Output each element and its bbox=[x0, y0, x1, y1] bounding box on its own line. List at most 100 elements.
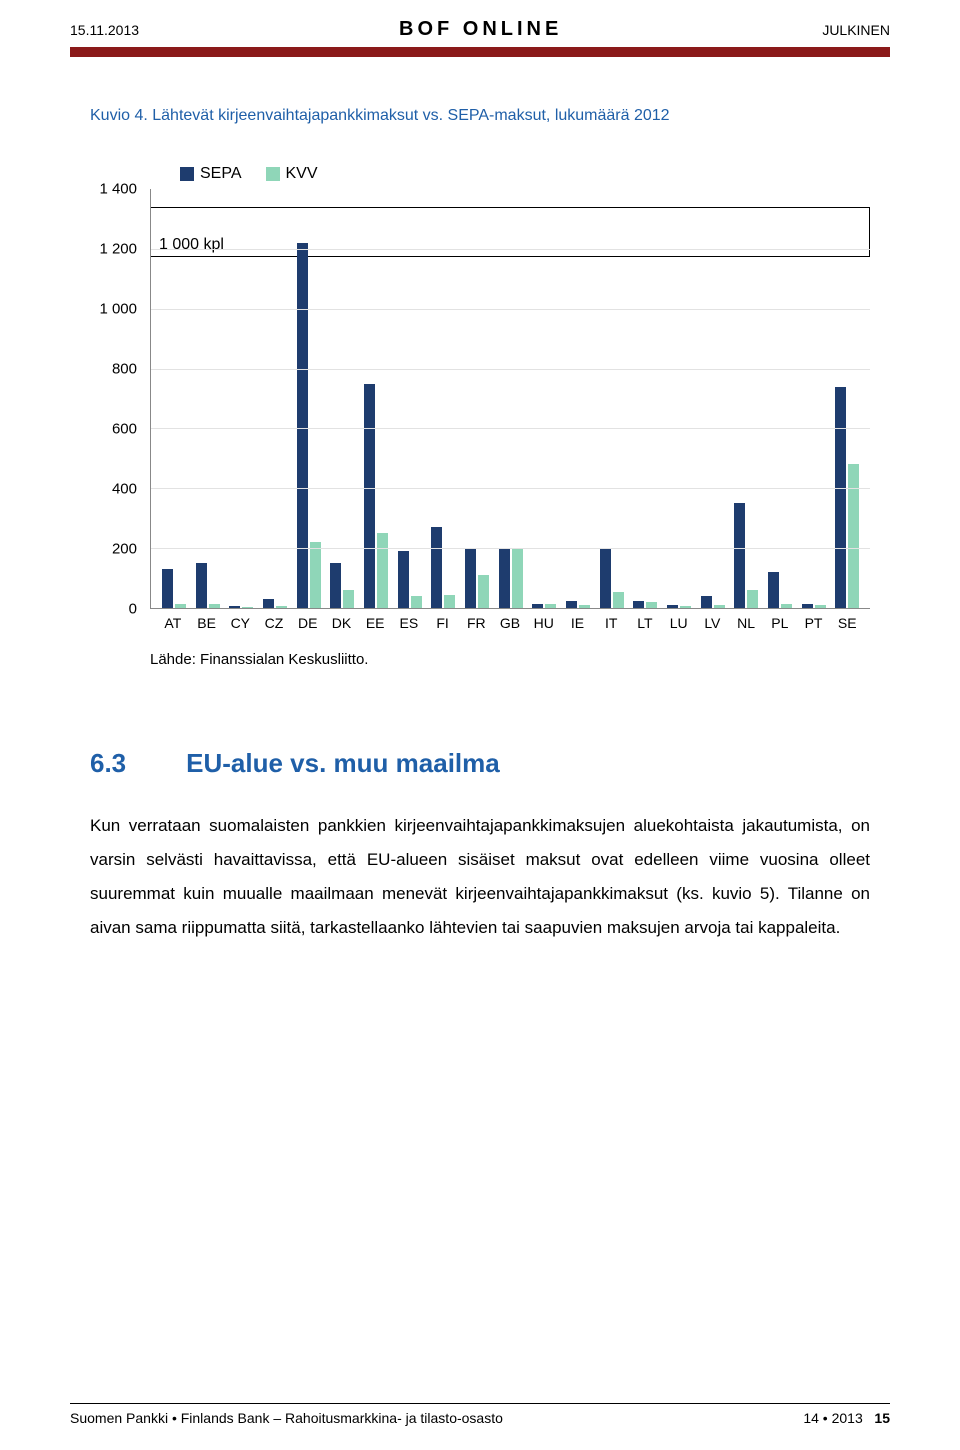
y-tick-label: 0 bbox=[129, 601, 137, 618]
bar-group bbox=[595, 189, 629, 608]
bar-sepa bbox=[229, 606, 240, 608]
header-rule bbox=[70, 47, 890, 57]
bar-group bbox=[325, 189, 359, 608]
section-number: 6.3 bbox=[90, 748, 126, 779]
legend-label-kvv: KVV bbox=[286, 165, 318, 183]
bar-group bbox=[258, 189, 292, 608]
bar-sepa bbox=[297, 243, 308, 608]
page-header: 15.11.2013 BOF ONLINE JULKINEN bbox=[0, 0, 960, 47]
bar-sepa bbox=[431, 527, 442, 608]
bar-group bbox=[393, 189, 427, 608]
x-tick-label: DE bbox=[291, 615, 325, 631]
bar-kvv bbox=[343, 590, 354, 608]
bar-kvv bbox=[377, 533, 388, 608]
x-tick-label: LU bbox=[662, 615, 696, 631]
bar-group bbox=[628, 189, 662, 608]
bar-kvv bbox=[175, 604, 186, 608]
bar-sepa bbox=[398, 551, 409, 608]
chart: 02004006008001 0001 2001 400 1 000 kpl A… bbox=[90, 189, 870, 631]
grid-line bbox=[151, 309, 870, 310]
x-tick-label: PT bbox=[797, 615, 831, 631]
bar-sepa bbox=[835, 387, 846, 608]
x-tick-label: HU bbox=[527, 615, 561, 631]
bar-group bbox=[460, 189, 494, 608]
grid-line bbox=[151, 249, 870, 250]
bar-kvv bbox=[714, 605, 725, 608]
section-title: EU-alue vs. muu maailma bbox=[186, 748, 500, 779]
chart-caption: Kuvio 4. Lähtevät kirjeenvaihtajapankkim… bbox=[90, 107, 870, 125]
y-tick-label: 400 bbox=[112, 481, 137, 498]
x-tick-label: EE bbox=[358, 615, 392, 631]
y-tick-label: 600 bbox=[112, 421, 137, 438]
footer-left: Suomen Pankki • Finlands Bank – Rahoitus… bbox=[70, 1410, 503, 1426]
header-date: 15.11.2013 bbox=[70, 22, 139, 38]
bar-group bbox=[830, 189, 864, 608]
bar-sepa bbox=[364, 384, 375, 608]
x-tick-label: CZ bbox=[257, 615, 291, 631]
footer-right: 14 • 2013 15 bbox=[803, 1410, 890, 1426]
header-title: BOF ONLINE bbox=[399, 18, 562, 41]
y-tick-label: 1 400 bbox=[99, 181, 137, 198]
bar-group bbox=[292, 189, 326, 608]
bar-kvv bbox=[680, 606, 691, 608]
y-tick-label: 1 200 bbox=[99, 241, 137, 258]
bar-sepa bbox=[196, 563, 207, 608]
bar-kvv bbox=[242, 607, 253, 608]
bar-sepa bbox=[465, 548, 476, 608]
legend-item-sepa: SEPA bbox=[180, 165, 242, 183]
legend-label-sepa: SEPA bbox=[200, 165, 242, 183]
grid-line bbox=[151, 428, 870, 429]
y-tick-label: 200 bbox=[112, 541, 137, 558]
x-tick-label: NL bbox=[729, 615, 763, 631]
bar-group bbox=[662, 189, 696, 608]
bar-sepa bbox=[667, 605, 678, 608]
x-axis-labels: ATBECYCZDEDKEEESFIFRGBHUIEITLTLULVNLPLPT… bbox=[150, 609, 870, 631]
bar-sepa bbox=[532, 604, 543, 608]
bar-groups bbox=[151, 189, 870, 608]
bar-kvv bbox=[781, 604, 792, 608]
bar-sepa bbox=[600, 548, 611, 608]
bar-sepa bbox=[566, 601, 577, 608]
x-tick-label: BE bbox=[190, 615, 224, 631]
bar-sepa bbox=[633, 601, 644, 608]
x-tick-label: FR bbox=[459, 615, 493, 631]
x-tick-label: ES bbox=[392, 615, 426, 631]
bar-sepa bbox=[499, 548, 510, 608]
bar-sepa bbox=[802, 604, 813, 608]
bar-kvv bbox=[613, 592, 624, 608]
bar-kvv bbox=[579, 605, 590, 608]
bar-group bbox=[527, 189, 561, 608]
bar-kvv bbox=[747, 590, 758, 608]
y-tick-label: 1 000 bbox=[99, 301, 137, 318]
legend-swatch-kvv bbox=[266, 167, 280, 181]
bar-group bbox=[696, 189, 730, 608]
x-tick-label: SE bbox=[830, 615, 864, 631]
bar-group bbox=[561, 189, 595, 608]
bar-sepa bbox=[768, 572, 779, 608]
legend-item-kvv: KVV bbox=[266, 165, 318, 183]
bar-kvv bbox=[444, 595, 455, 608]
bar-kvv bbox=[545, 604, 556, 608]
bar-group bbox=[224, 189, 258, 608]
bar-group bbox=[191, 189, 225, 608]
bar-sepa bbox=[330, 563, 341, 608]
bar-sepa bbox=[263, 599, 274, 608]
bar-kvv bbox=[815, 605, 826, 608]
grid-line bbox=[151, 369, 870, 370]
chart-source: Lähde: Finanssialan Keskusliitto. bbox=[150, 651, 870, 668]
bar-sepa bbox=[734, 503, 745, 608]
y-tick-label: 800 bbox=[112, 361, 137, 378]
bar-kvv bbox=[310, 542, 321, 608]
bar-group bbox=[157, 189, 191, 608]
bar-kvv bbox=[209, 604, 220, 608]
bar-group bbox=[359, 189, 393, 608]
x-tick-label: LT bbox=[628, 615, 662, 631]
bar-group bbox=[494, 189, 528, 608]
x-tick-label: DK bbox=[325, 615, 359, 631]
header-classification: JULKINEN bbox=[822, 22, 890, 38]
bar-sepa bbox=[701, 596, 712, 608]
page-footer: Suomen Pankki • Finlands Bank – Rahoitus… bbox=[70, 1403, 890, 1426]
bar-kvv bbox=[848, 464, 859, 608]
x-tick-label: LV bbox=[696, 615, 730, 631]
x-tick-label: GB bbox=[493, 615, 527, 631]
